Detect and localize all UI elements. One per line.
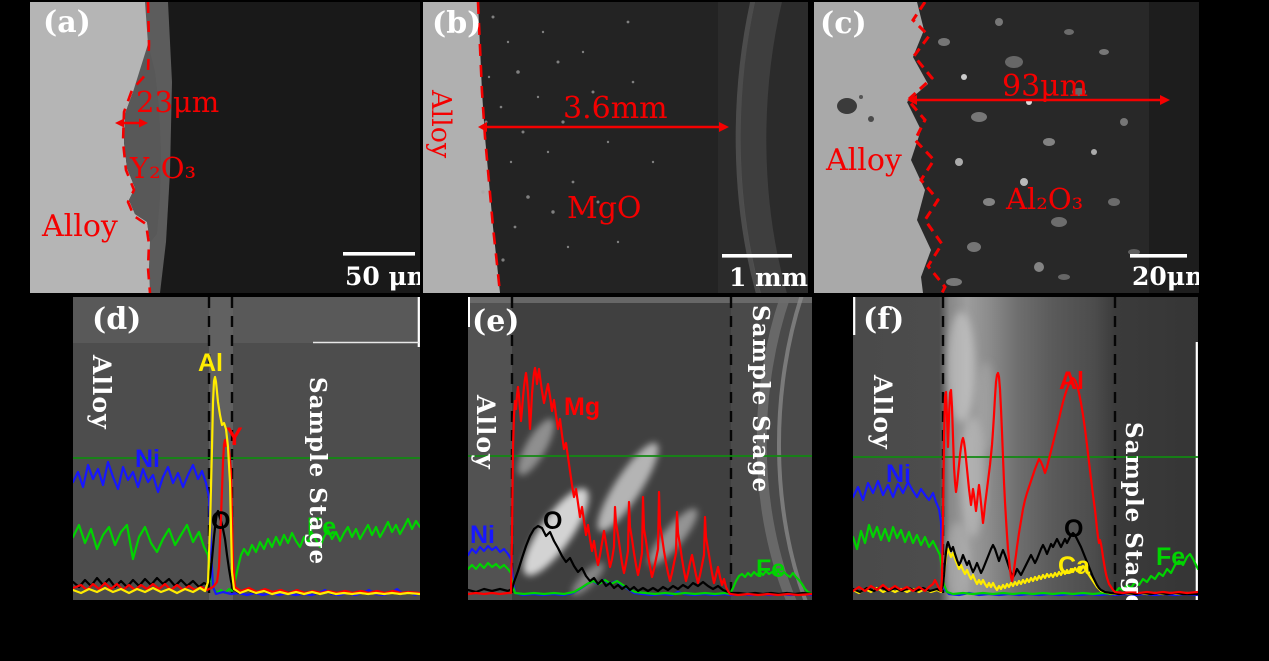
alloy-label: Alloy (42, 209, 118, 244)
stage-arc-line (776, 297, 808, 600)
panel-letter: (c) (820, 6, 867, 41)
eds-curve-y (73, 438, 420, 595)
eds-curve-o (853, 531, 1198, 596)
thickness-label: 93μm (1002, 69, 1089, 104)
eds-curve-fe (73, 517, 420, 595)
alloy-small-spot (868, 116, 874, 122)
alloy-label: Alloy (868, 375, 897, 450)
panel-a-micrograph (30, 2, 420, 293)
panel-b-micrograph (423, 2, 808, 293)
alloy-tiny-spot (859, 95, 863, 99)
sample-stage-label: Sample Stage (1120, 422, 1147, 600)
stage-arc-band (756, 297, 797, 600)
panel-f-eds-linescan: Ni Al O Ca Fe (f) Alloy Sample Stage (853, 297, 1198, 600)
panel-letter: (d) (92, 302, 142, 337)
scale-bar (722, 254, 792, 258)
eds-curve-al (853, 371, 1198, 595)
arrow-head-right-icon (719, 122, 729, 132)
element-label-fe: Fe (307, 513, 336, 541)
oxide-fibrous-texture (945, 312, 996, 600)
oxide-texture-spots (938, 18, 1140, 286)
crucible-arc-line (735, 2, 761, 293)
alloy-label: Alloy (826, 143, 902, 178)
element-label-ni: Ni (135, 445, 160, 473)
eds-curve-al (73, 375, 420, 596)
panel-letter: (b) (432, 6, 482, 41)
eds-curve-fe (853, 523, 1198, 596)
scale-bar-label: 20μm (1132, 262, 1199, 291)
element-label-o: O (211, 507, 230, 535)
alloy-dark-spot (837, 98, 857, 114)
element-label-o: O (543, 507, 562, 535)
arrow-head-right-icon (1160, 95, 1170, 105)
element-label-al: Al (198, 349, 223, 377)
element-label-fe: Fe (1156, 543, 1185, 571)
arrow-head-left-icon (115, 118, 124, 128)
sample-stage-label: Sample Stage (747, 305, 774, 494)
element-label-fe: Fe (756, 555, 785, 583)
scale-bar (343, 252, 415, 256)
element-label-ni: Ni (886, 460, 911, 488)
eds-curve-mg (468, 366, 812, 597)
arrow-head-right-icon (139, 118, 148, 128)
panel-letter: (f) (863, 302, 905, 337)
element-label-y: Y (226, 423, 243, 451)
scale-bar-label: 50 μm (345, 262, 420, 291)
arrow-head-left-icon (907, 95, 917, 105)
element-label-o: O (1064, 515, 1083, 543)
scale-bar-label: 1 mm (729, 263, 808, 292)
panel-letter: (a) (43, 5, 91, 40)
eds-linescan-chart-f: Ni Al O Ca Fe (853, 297, 1198, 600)
thickness-label: 23μm (136, 85, 220, 119)
crucible-arc-band (740, 2, 787, 293)
element-label-ni: Ni (470, 521, 495, 549)
alloy-label: Alloy (471, 395, 500, 470)
alloy-region (30, 2, 150, 293)
sample-stage-label: Sample Stage (304, 377, 331, 566)
panel-a-sem-image: (a) 23μm Y₂O₃ Alloy 50 μm (30, 2, 420, 293)
arrow-head-left-icon (478, 122, 487, 132)
interface-dashed-outline (476, 2, 502, 293)
oxide-label: Al₂O₃ (1006, 182, 1084, 216)
oxide-label: MgO (567, 191, 642, 226)
element-label-ca: Ca (1058, 552, 1091, 580)
alloy-label: Alloy (425, 90, 456, 159)
eds-linescan-chart-e: Mg O Ni Fe (468, 297, 812, 600)
element-label-mg: Mg (564, 393, 600, 421)
panel-c-sem-image: (c) 93μm Alloy Al₂O₃ 20μm (814, 2, 1199, 293)
interface-dashed-outline (121, 2, 152, 293)
alloy-region (814, 2, 931, 293)
eds-linescan-chart-d: Al Y Ni O Fe (73, 297, 420, 600)
panel-d-eds-linescan: Al Y Ni O Fe (d) Alloy Sample Stage (73, 297, 420, 600)
sem-speckles (481, 15, 655, 262)
scale-bar (1130, 254, 1187, 258)
panel-c-micrograph (814, 2, 1199, 293)
element-label-al: Al (1059, 367, 1084, 395)
panel-f-background (853, 297, 1198, 600)
mgo-bright-streaks (517, 418, 698, 596)
thickness-label: 3.6mm (563, 91, 668, 126)
interface-dashed-outline (905, 2, 947, 293)
panel-b-sem-image: (b) Alloy 3.6mm MgO 1 mm (423, 2, 808, 293)
oxide-label: Y₂O₃ (130, 151, 197, 185)
panel-e-eds-linescan: Mg O Ni Fe (e) Alloy Sample Stage (468, 297, 812, 600)
dark-right-region (1149, 2, 1199, 293)
panel-letter: (e) (472, 304, 520, 339)
alloy-label: Alloy (87, 355, 116, 430)
